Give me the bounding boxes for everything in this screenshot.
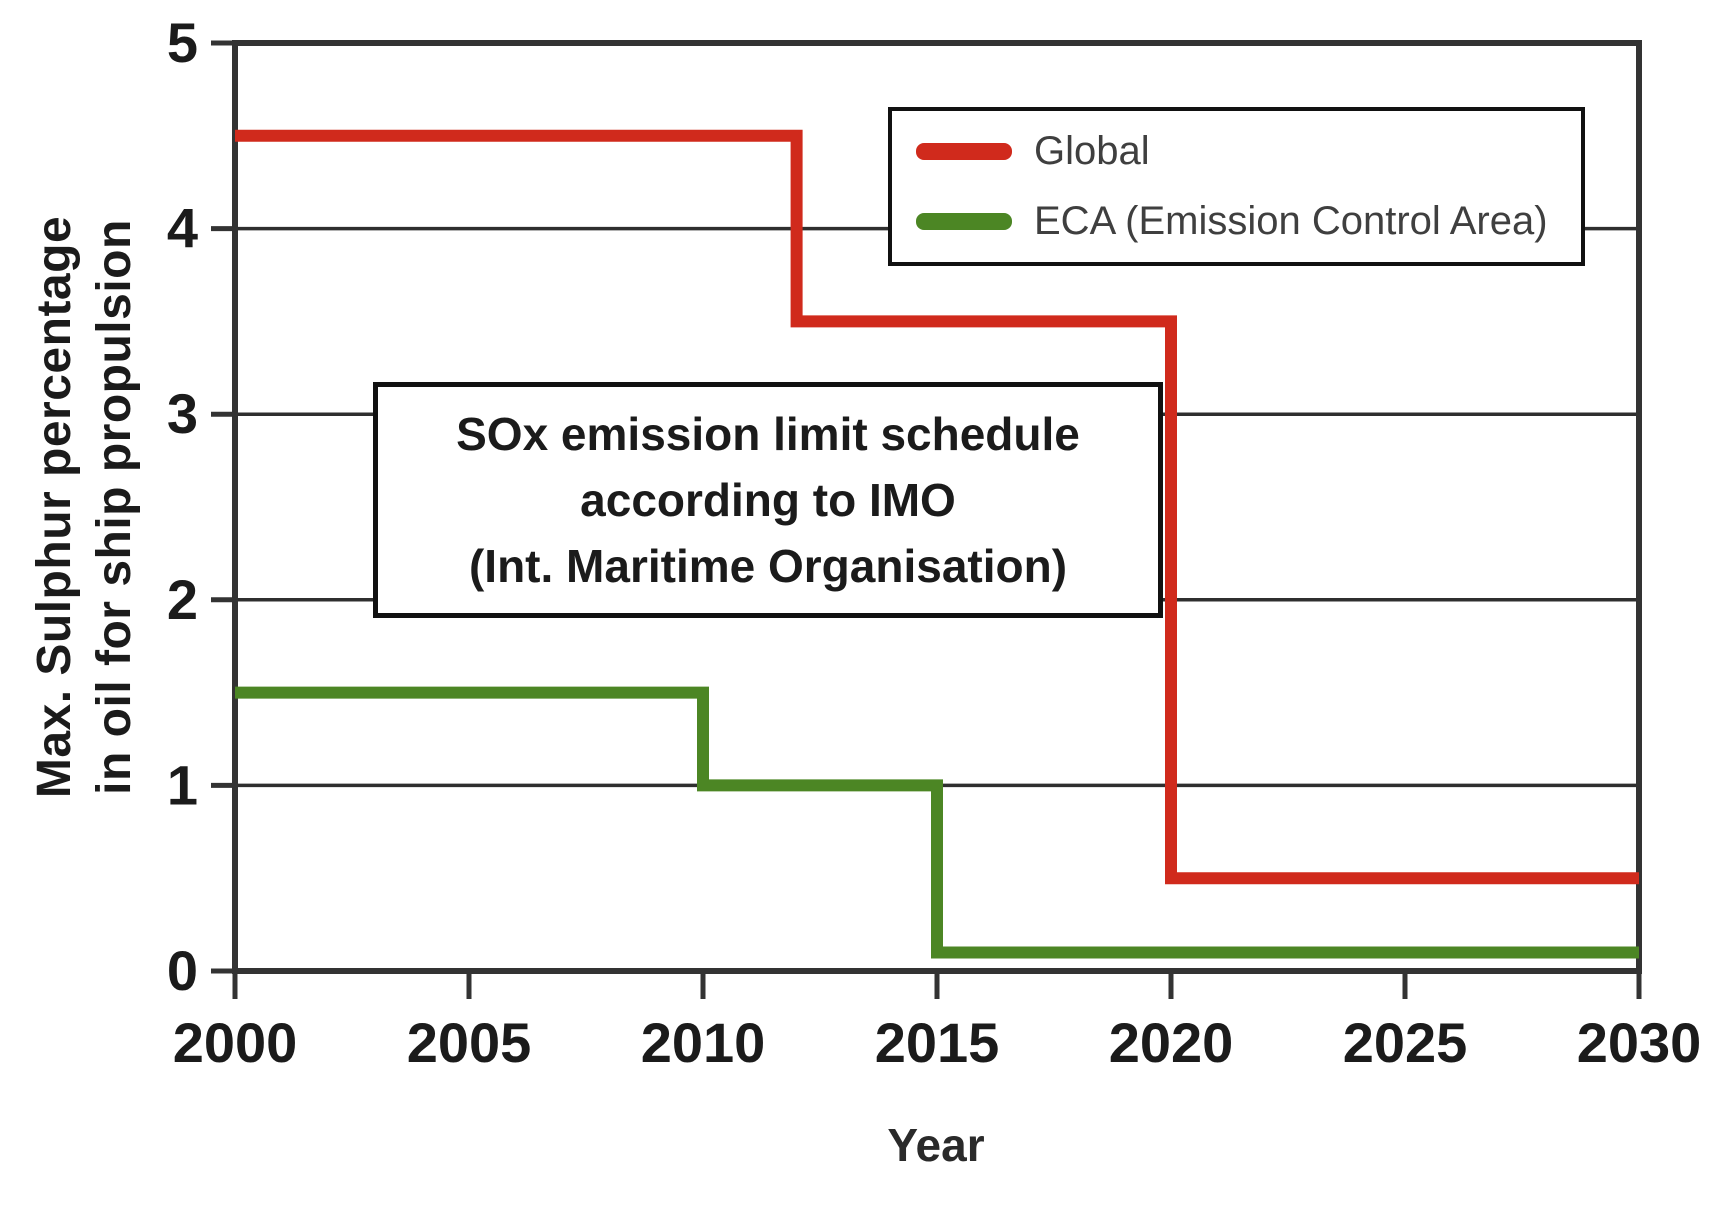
series-line-eca — [235, 686, 1639, 959]
x-tick-label: 2030 — [1577, 1011, 1702, 1074]
annotation-line3: (Int. Maritime Organisation) — [468, 540, 1068, 592]
annotation-line2: according to IMO — [580, 474, 956, 526]
y-axis-title-line2: in oil for ship propulsion — [88, 219, 141, 795]
series-line-global — [235, 129, 1639, 885]
legend-swatch-eca — [916, 213, 1012, 230]
x-tick-label: 2020 — [1109, 1011, 1234, 1074]
y-tick-label: 4 — [167, 197, 198, 260]
legend: Global ECA (Emission Control Area) — [888, 107, 1585, 266]
x-tick-label: 2000 — [173, 1011, 298, 1074]
legend-label-eca: ECA (Emission Control Area) — [1034, 199, 1548, 243]
legend-item-eca: ECA (Emission Control Area) — [916, 199, 1581, 243]
legend-label-global: Global — [1034, 129, 1150, 173]
annotation-box: SOx emission limit schedule according to… — [373, 382, 1163, 618]
legend-item-global: Global — [916, 129, 1581, 173]
y-axis-title-line1: Max. Sulphur percentage — [28, 215, 81, 799]
x-tick-label: 2005 — [407, 1011, 532, 1074]
annotation-line1: SOx emission limit schedule — [456, 408, 1080, 460]
x-axis-title: Year — [887, 1119, 985, 1171]
x-tick-label: 2010 — [641, 1011, 766, 1074]
x-tick-label: 2025 — [1343, 1011, 1468, 1074]
y-tick-label: 0 — [167, 939, 198, 1002]
legend-swatch-global — [916, 143, 1012, 160]
y-tick-label: 2 — [167, 568, 198, 631]
y-tick-label: 3 — [167, 382, 198, 445]
y-axis-title: Max. Sulphur percentage in oil for ship … — [25, 57, 145, 957]
x-tick-label: 2015 — [875, 1011, 1000, 1074]
y-tick-label: 5 — [167, 11, 198, 74]
y-tick-label: 1 — [167, 753, 198, 816]
